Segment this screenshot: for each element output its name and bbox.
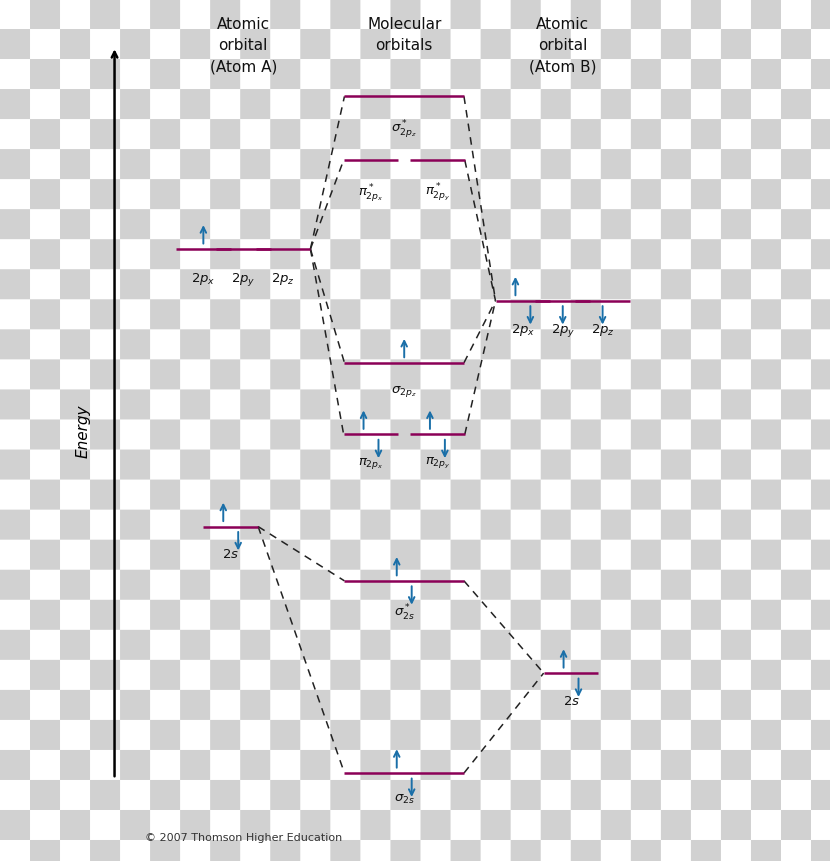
Text: $2p_z$: $2p_z$ (271, 270, 295, 287)
Text: $\pi_{2p_y}$: $\pi_{2p_y}$ (425, 455, 450, 471)
Text: $2s$: $2s$ (563, 694, 579, 707)
Text: $2p_x$: $2p_x$ (510, 322, 535, 338)
Text: $\sigma_{2p_z}$: $\sigma_{2p_z}$ (392, 384, 417, 399)
Text: $\sigma_{2s}$: $\sigma_{2s}$ (393, 792, 415, 805)
Text: $2p_y$: $2p_y$ (550, 322, 575, 339)
Text: Energy: Energy (76, 404, 90, 457)
Text: Atomic
orbital
(Atom A): Atomic orbital (Atom A) (209, 17, 277, 74)
Text: $\pi_{2p_x}$: $\pi_{2p_x}$ (359, 455, 383, 470)
Text: © 2007 Thomson Higher Education: © 2007 Thomson Higher Education (145, 832, 343, 842)
Text: $2p_x$: $2p_x$ (191, 270, 216, 287)
Text: $\pi^*_{2p_x}$: $\pi^*_{2p_x}$ (359, 182, 383, 204)
Text: Molecular
orbitals: Molecular orbitals (367, 17, 442, 53)
Text: $\pi^*_{2p_y}$: $\pi^*_{2p_y}$ (425, 182, 450, 204)
Text: Atomic
orbital
(Atom B): Atomic orbital (Atom B) (529, 17, 597, 74)
Text: $2s$: $2s$ (222, 548, 239, 561)
Text: $\sigma^*_{2p_z}$: $\sigma^*_{2p_z}$ (392, 118, 417, 140)
Text: $2p_y$: $2p_y$ (231, 270, 256, 288)
Text: $\sigma^*_{2s}$: $\sigma^*_{2s}$ (393, 602, 415, 622)
Text: $2p_z$: $2p_z$ (591, 322, 614, 338)
